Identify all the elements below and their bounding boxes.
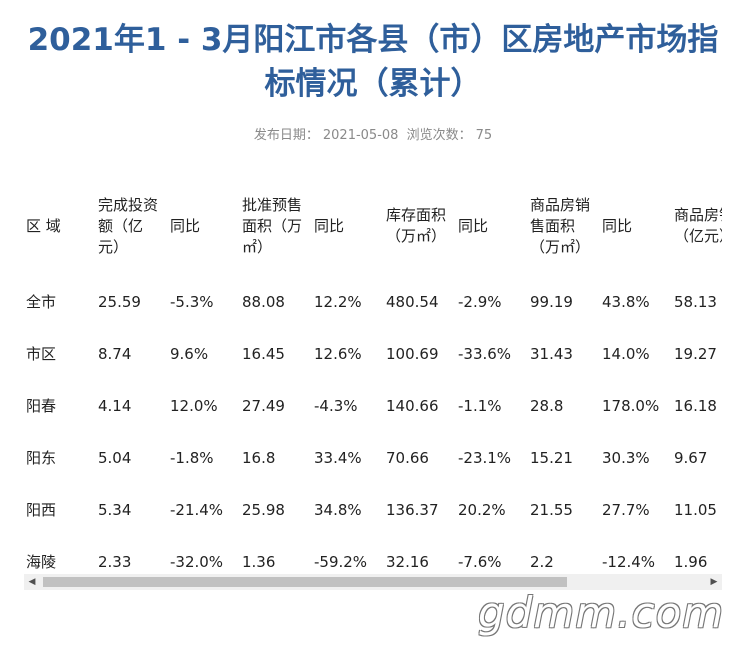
table-cell: 30.3% <box>602 448 650 467</box>
scroll-right-arrow-icon[interactable]: ▶ <box>710 577 718 587</box>
table-cell: 136.37 <box>386 500 439 519</box>
table-cell: 58.13 <box>674 292 717 311</box>
header-cell: 批准预售面积（万㎡） <box>242 195 303 256</box>
table-cell: 12.6% <box>314 344 362 363</box>
table-cell: 15.21 <box>530 448 573 467</box>
table-cell: 34.8% <box>314 500 362 519</box>
table-cell: 178.0% <box>602 396 660 415</box>
table-cell: 16.8 <box>242 448 276 467</box>
table-cell: 25.59 <box>98 292 141 311</box>
horizontal-scrollbar[interactable]: ◀ ▶ <box>24 574 722 590</box>
table-row: 海陵 2.33 -32.0% 1.36 -59.2% 32.16 -7.6% 2… <box>20 536 722 574</box>
table-cell: 88.08 <box>242 292 285 311</box>
table-cell: 16.18 <box>674 396 717 415</box>
table-row: 阳东 5.04 -1.8% 16.8 33.4% 70.66 -23.1% 15… <box>20 432 722 484</box>
publish-date-label: 发布日期： <box>253 128 319 143</box>
view-count: 75 <box>475 128 493 143</box>
table-cell: -1.8% <box>170 448 214 467</box>
header-cell: 同比 <box>314 216 345 235</box>
table-cell: -5.3% <box>170 292 214 311</box>
table-cell: 9.67 <box>674 448 708 467</box>
table-cell: -23.1% <box>458 448 512 467</box>
table-cell: 28.8 <box>530 396 564 415</box>
cell-region: 全市 <box>26 292 57 311</box>
view-count-label: 浏览次数： <box>406 128 472 143</box>
table-cell: 25.98 <box>242 500 285 519</box>
table-cell: 27.7% <box>602 500 650 519</box>
table-row: 阳西 5.34 -21.4% 25.98 34.8% 136.37 20.2% … <box>20 484 722 536</box>
article-meta: 发布日期： 2021-05-08 浏览次数： 75 <box>0 124 746 143</box>
cell-region: 阳春 <box>26 396 57 415</box>
table-cell: 2.2 <box>530 552 554 571</box>
header-cell: 同比 <box>602 216 633 235</box>
table-cell: 140.66 <box>386 396 439 415</box>
header-cell: 区 域 <box>26 216 61 235</box>
header-cell: 商品房销售额（亿元） <box>674 206 722 245</box>
table-cell: -2.9% <box>458 292 502 311</box>
publish-date: 2021-05-08 <box>322 128 399 143</box>
table-cell: 70.66 <box>386 448 429 467</box>
table-cell: 1.96 <box>674 552 708 571</box>
table-cell: 21.55 <box>530 500 573 519</box>
header-cell: 同比 <box>458 216 489 235</box>
table-cell: 12.0% <box>170 396 218 415</box>
table-row: 市区 8.74 9.6% 16.45 12.6% 100.69 -33.6% 3… <box>20 328 722 380</box>
table-cell: 27.49 <box>242 396 285 415</box>
table-cell: 14.0% <box>602 344 650 363</box>
cell-region: 阳东 <box>26 448 57 467</box>
table-cell: -7.6% <box>458 552 502 571</box>
header-cell: 库存面积（万㎡） <box>386 206 447 245</box>
table-cell: 33.4% <box>314 448 362 467</box>
cell-region: 阳西 <box>26 500 57 519</box>
table-cell: 1.36 <box>242 552 276 571</box>
scrollbar-thumb[interactable] <box>43 577 567 587</box>
table-cell: 9.6% <box>170 344 209 363</box>
table-cell: -32.0% <box>170 552 224 571</box>
scroll-left-arrow-icon[interactable]: ◀ <box>28 577 36 587</box>
header-cell: 同比 <box>170 216 201 235</box>
table-scroll-container[interactable]: 区 域 完成投资额（亿元） 同比 批准预售面积（万㎡） 同比 库存面积（万㎡） … <box>20 176 722 574</box>
table-cell: 12.2% <box>314 292 362 311</box>
data-table: 区 域 完成投资额（亿元） 同比 批准预售面积（万㎡） 同比 库存面积（万㎡） … <box>20 176 722 574</box>
table-cell: 5.04 <box>98 448 132 467</box>
table-cell: 32.16 <box>386 552 429 571</box>
table-cell: 16.45 <box>242 344 285 363</box>
table-cell: 8.74 <box>98 344 132 363</box>
header-cell: 商品房销售面积（万㎡） <box>530 195 591 256</box>
table-cell: -21.4% <box>170 500 224 519</box>
table-cell: 20.2% <box>458 500 506 519</box>
cell-region: 市区 <box>26 344 57 363</box>
table-cell: 31.43 <box>530 344 573 363</box>
table-cell: 43.8% <box>602 292 650 311</box>
table-cell: -4.3% <box>314 396 358 415</box>
table-cell: 11.05 <box>674 500 717 519</box>
table-cell: 19.27 <box>674 344 717 363</box>
table-cell: 2.33 <box>98 552 132 571</box>
table-row: 全市 25.59 -5.3% 88.08 12.2% 480.54 -2.9% … <box>20 276 722 328</box>
table-cell: -33.6% <box>458 344 512 363</box>
table-header-row: 区 域 完成投资额（亿元） 同比 批准预售面积（万㎡） 同比 库存面积（万㎡） … <box>20 176 722 276</box>
site-watermark: gdmm.com <box>478 588 725 637</box>
table-cell: -59.2% <box>314 552 368 571</box>
table-cell: 480.54 <box>386 292 439 311</box>
cell-region: 海陵 <box>26 552 57 571</box>
table-cell: -1.1% <box>458 396 502 415</box>
table-cell: 100.69 <box>386 344 439 363</box>
table-cell: 99.19 <box>530 292 573 311</box>
header-cell: 完成投资额（亿元） <box>98 195 159 256</box>
table-cell: 4.14 <box>98 396 132 415</box>
page-title: 2021年1 - 3月阳江市各县（市）区房地产市场指标情况（累计） <box>27 22 719 102</box>
table-cell: -12.4% <box>602 552 656 571</box>
table-row: 阳春 4.14 12.0% 27.49 -4.3% 140.66 -1.1% 2… <box>20 380 722 432</box>
table-cell: 5.34 <box>98 500 132 519</box>
